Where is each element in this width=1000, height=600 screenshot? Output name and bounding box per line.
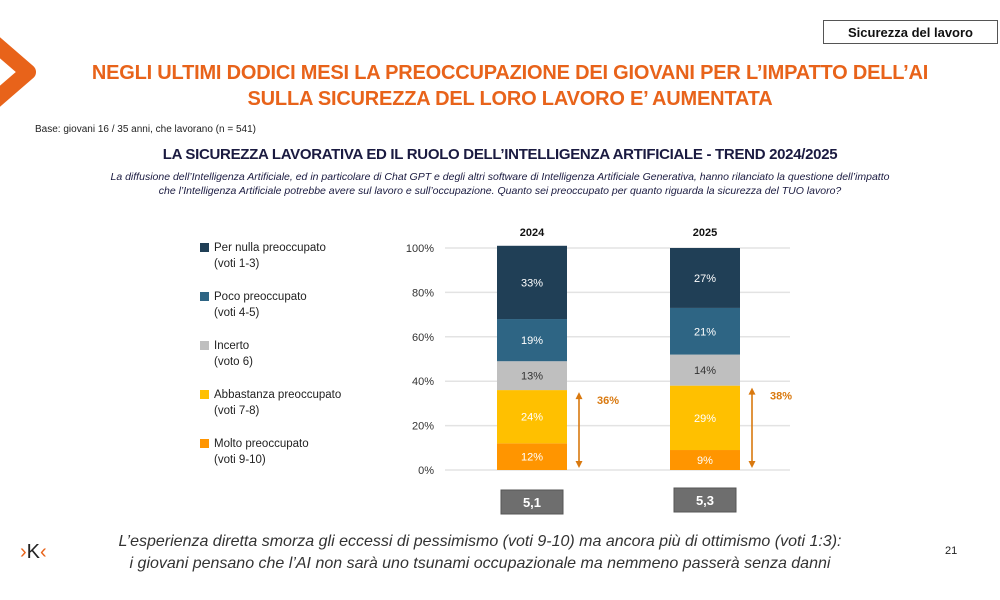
legend-item: Per nulla preoccupato (voti 1-3): [200, 240, 341, 272]
data-label: 19%: [521, 335, 543, 347]
data-label: 24%: [521, 412, 543, 424]
conclusion-text: L’esperienza diretta smorza gli eccessi …: [90, 531, 870, 575]
section-tag: Sicurezza del lavoro: [823, 20, 998, 44]
arrow-up-icon: [748, 387, 756, 395]
annotation-label: 38%: [770, 391, 792, 403]
arrow-down-icon: [575, 461, 583, 468]
conclusion-line-2: i giovani pensano che l’AI non sarà uno …: [129, 555, 831, 572]
bar-segment: [670, 385, 740, 451]
brand-logo: ›K‹: [20, 541, 47, 564]
bar-segment: [497, 245, 567, 320]
legend-label: Per nulla preoccupato: [214, 242, 326, 254]
legend-label: Abbastanza preoccupato: [214, 389, 342, 401]
y-tick-label: 0%: [418, 465, 434, 477]
y-tick-label: 60%: [412, 332, 434, 344]
logo-chevron-left-icon: ‹: [40, 541, 47, 563]
arrow-down-icon: [748, 461, 756, 468]
legend-swatch: [200, 243, 209, 252]
data-label: 13%: [521, 371, 543, 383]
data-label: 12%: [521, 452, 543, 464]
mean-score-value: 5,1: [523, 495, 541, 510]
bar-segment: [497, 390, 567, 444]
data-label: 14%: [694, 365, 716, 377]
data-label: 27%: [694, 273, 716, 285]
bar-segment: [670, 248, 740, 308]
data-label: 33%: [521, 277, 543, 289]
legend-label: Molto preoccupato: [214, 438, 309, 450]
chart-title: LA SICUREZZA LAVORATIVA ED IL RUOLO DELL…: [162, 146, 838, 163]
base-note: Base: giovani 16 / 35 anni, che lavorano…: [35, 124, 256, 135]
bar-segment: [670, 307, 740, 355]
bar-segment: [497, 443, 567, 470]
mean-score-box: [673, 487, 737, 513]
legend-swatch: [200, 341, 209, 350]
conclusion-line-1: L’esperienza diretta smorza gli eccessi …: [118, 533, 842, 550]
legend-label: Incerto: [214, 340, 250, 352]
y-tick-label: 20%: [412, 421, 434, 433]
category-label: 2025: [693, 227, 717, 239]
survey-question: La diffusione dell’Intelligenza Artifici…: [60, 170, 940, 198]
legend-swatch: [200, 292, 209, 301]
mean-score-box: [500, 489, 564, 515]
survey-question-line-1: La diffusione dell’Intelligenza Artifici…: [110, 171, 890, 183]
mean-score-value: 5,3: [696, 493, 714, 508]
data-label: 9%: [697, 455, 713, 467]
category-label: 2024: [520, 227, 545, 239]
logo-chevron-right-icon: ›: [20, 541, 27, 563]
legend-item: Abbastanza preoccupato (voti 7-8): [200, 387, 341, 419]
brand-chevron-icon: [0, 37, 36, 107]
legend-item: Poco preoccupato (voti 4-5): [200, 289, 341, 321]
data-label: 29%: [694, 413, 716, 425]
data-label: 21%: [694, 326, 716, 338]
y-tick-label: 80%: [412, 287, 434, 299]
page-title: NEGLI ULTIMI DODICI MESI LA PREOCCUPAZIO…: [60, 60, 960, 112]
legend-sublabel: (voti 4-5): [214, 307, 260, 319]
legend-sublabel: (voti 9-10): [214, 454, 266, 466]
arrow-up-icon: [575, 392, 583, 400]
legend-sublabel: (voti 1-3): [214, 258, 260, 270]
legend-item: Molto preoccupato (voti 9-10): [200, 436, 341, 468]
bar-segment: [670, 450, 740, 470]
survey-question-line-2: che l’Intelligenza Artificiale potrebbe …: [158, 185, 842, 197]
legend-item: Incerto (voto 6): [200, 338, 341, 370]
chart-legend: Per nulla preoccupato (voti 1-3) Poco pre…: [200, 240, 341, 485]
y-tick-label: 100%: [406, 243, 434, 255]
legend-swatch: [200, 390, 209, 399]
legend-sublabel: (voto 6): [214, 356, 253, 368]
page-title-line-2: SULLA SICUREZZA DEL LORO LAVORO E’ AUMEN…: [247, 88, 773, 110]
y-tick-label: 40%: [412, 376, 434, 388]
bar-segment: [497, 319, 567, 362]
legend-label: Poco preoccupato: [214, 291, 307, 303]
bar-segment: [670, 354, 740, 386]
annotation-label: 36%: [597, 395, 619, 407]
page-number: 21: [945, 545, 958, 557]
legend-swatch: [200, 439, 209, 448]
page-title-line-1: NEGLI ULTIMI DODICI MESI LA PREOCCUPAZIO…: [91, 62, 929, 84]
legend-sublabel: (voti 7-8): [214, 405, 260, 417]
bar-segment: [497, 361, 567, 391]
logo-letter: K: [26, 541, 41, 563]
